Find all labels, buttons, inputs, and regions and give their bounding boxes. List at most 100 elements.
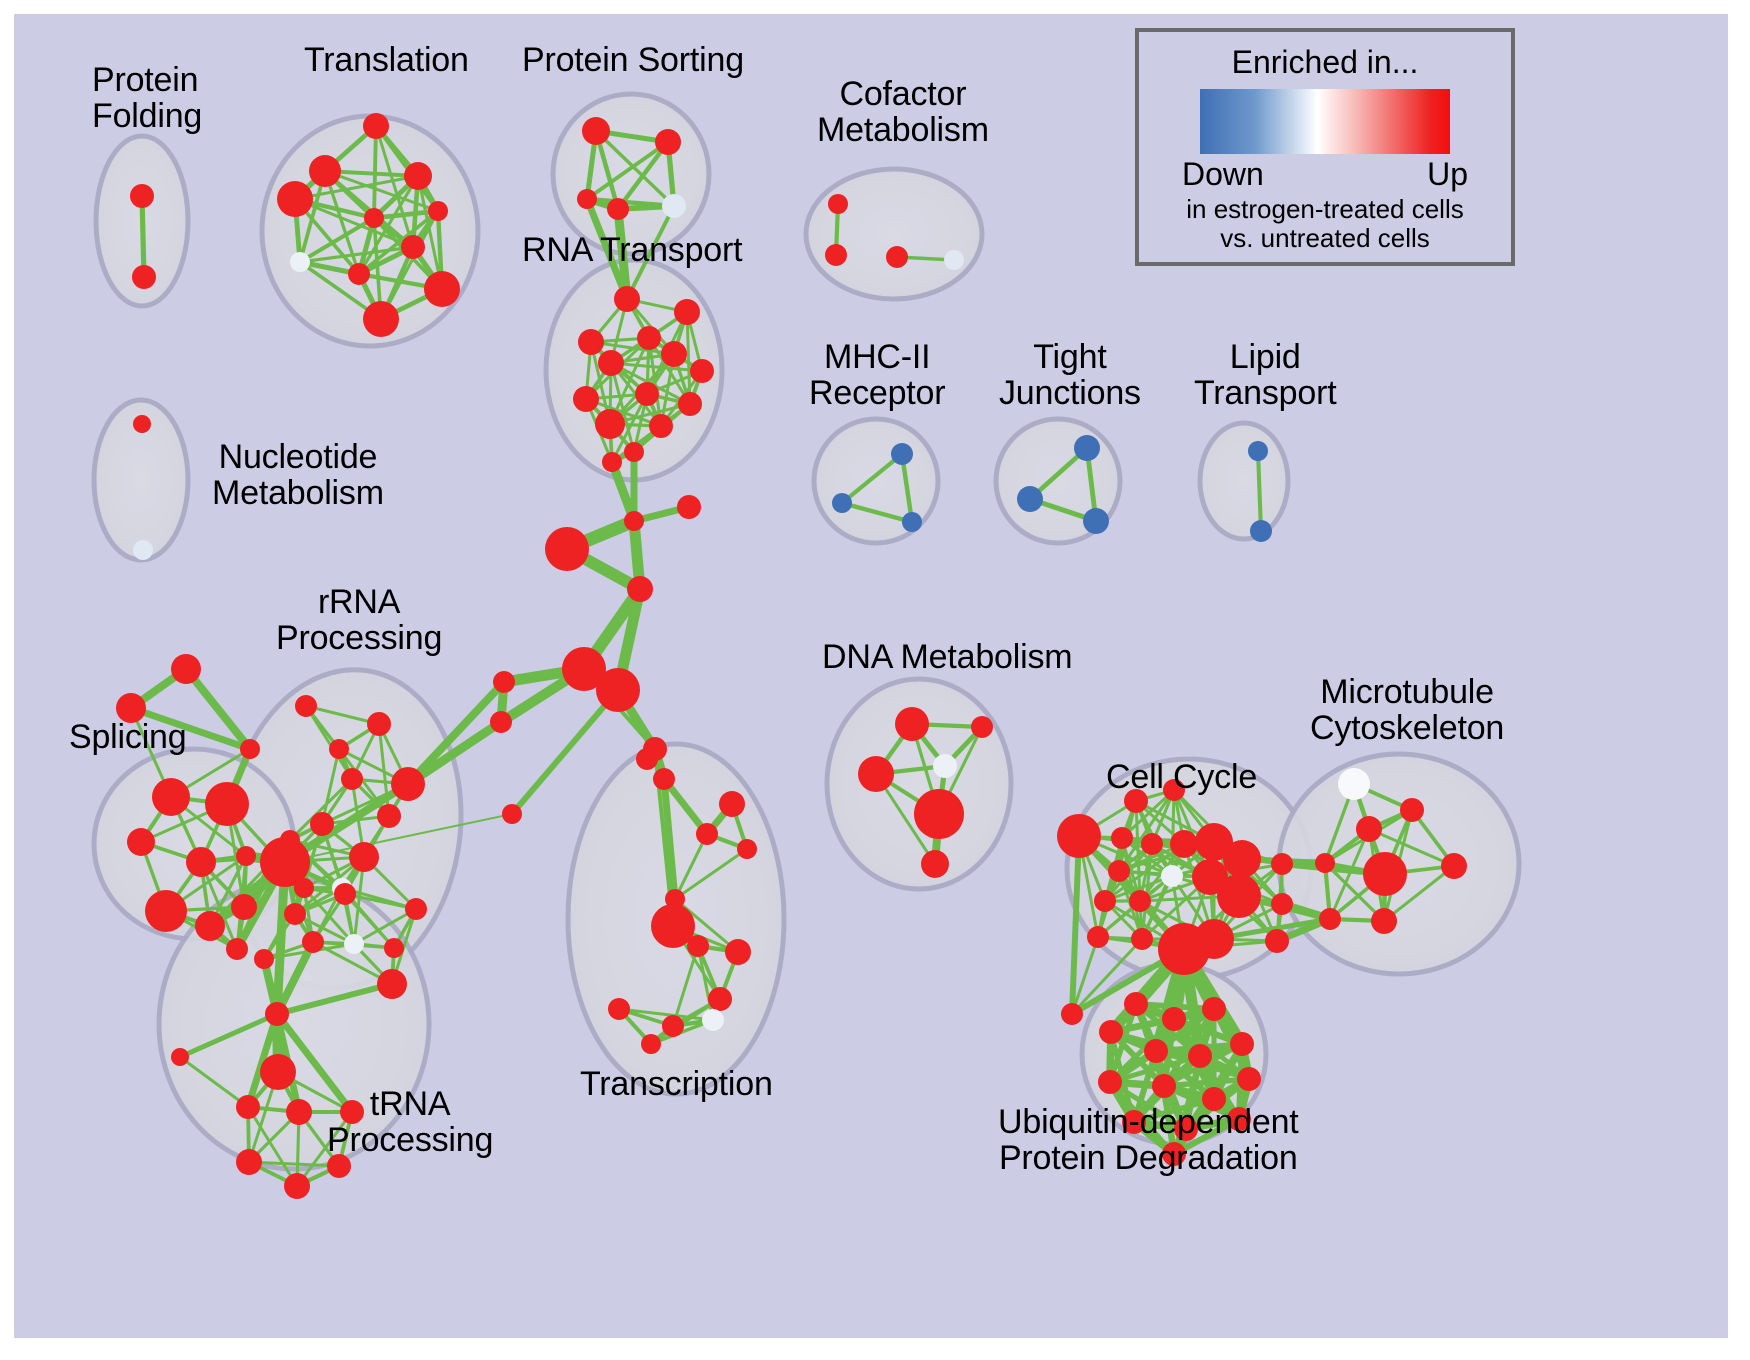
network-node[interactable] — [1230, 1032, 1254, 1056]
network-node[interactable] — [608, 998, 630, 1020]
network-node[interactable] — [133, 415, 151, 433]
network-node[interactable] — [428, 201, 448, 221]
network-node[interactable] — [1227, 1107, 1251, 1131]
network-node[interactable] — [277, 181, 313, 217]
network-node[interactable] — [1122, 1110, 1146, 1134]
network-node[interactable] — [678, 392, 702, 416]
network-node[interactable] — [651, 904, 695, 948]
network-node[interactable] — [236, 1095, 260, 1119]
network-node[interactable] — [334, 883, 356, 905]
network-node[interactable] — [1217, 874, 1261, 918]
network-node[interactable] — [662, 1015, 684, 1037]
network-node[interactable] — [1194, 919, 1234, 959]
network-node[interactable] — [944, 250, 964, 270]
network-node[interactable] — [702, 1009, 724, 1031]
network-node[interactable] — [377, 969, 407, 999]
network-node[interactable] — [598, 350, 624, 376]
network-node[interactable] — [401, 235, 425, 259]
network-node[interactable] — [295, 695, 317, 717]
network-node[interactable] — [737, 839, 757, 859]
network-node[interactable] — [573, 386, 599, 412]
network-node[interactable] — [578, 329, 604, 355]
network-node[interactable] — [1315, 853, 1335, 873]
network-node[interactable] — [1371, 908, 1397, 934]
network-node[interactable] — [424, 271, 460, 307]
network-node[interactable] — [1152, 1074, 1176, 1098]
network-node[interactable] — [1098, 1070, 1122, 1094]
network-node[interactable] — [1162, 1142, 1186, 1166]
network-node[interactable] — [186, 847, 216, 877]
network-node[interactable] — [384, 938, 404, 958]
network-node[interactable] — [405, 898, 427, 920]
network-node[interactable] — [294, 878, 314, 898]
network-node[interactable] — [653, 768, 675, 790]
network-node[interactable] — [367, 712, 391, 736]
network-node[interactable] — [562, 647, 606, 691]
network-node[interactable] — [1195, 823, 1233, 861]
network-node[interactable] — [284, 903, 306, 925]
network-node[interactable] — [1170, 830, 1198, 858]
network-node[interactable] — [1188, 1044, 1212, 1068]
network-node[interactable] — [236, 1149, 262, 1175]
network-node[interactable] — [719, 791, 745, 817]
network-node[interactable] — [310, 812, 334, 836]
network-node[interactable] — [404, 162, 432, 190]
network-node[interactable] — [302, 931, 324, 953]
network-node[interactable] — [933, 754, 957, 778]
network-node[interactable] — [1163, 779, 1185, 801]
network-node[interactable] — [832, 493, 852, 513]
network-node[interactable] — [236, 846, 256, 866]
network-node[interactable] — [1017, 486, 1043, 512]
network-node[interactable] — [595, 409, 625, 439]
network-node[interactable] — [260, 837, 310, 887]
network-node[interactable] — [152, 778, 190, 816]
network-node[interactable] — [1338, 768, 1370, 800]
network-node[interactable] — [624, 442, 644, 462]
network-node[interactable] — [1202, 997, 1226, 1021]
network-node[interactable] — [344, 934, 364, 954]
network-node[interactable] — [349, 842, 379, 872]
network-node[interactable] — [348, 263, 370, 285]
network-node[interactable] — [1124, 789, 1148, 813]
network-node[interactable] — [1223, 840, 1261, 878]
network-node[interactable] — [1099, 1020, 1123, 1044]
network-node[interactable] — [363, 113, 389, 139]
network-node[interactable] — [377, 804, 401, 828]
network-node[interactable] — [858, 756, 894, 792]
network-node[interactable] — [687, 935, 709, 957]
network-node[interactable] — [655, 129, 681, 155]
network-node[interactable] — [602, 452, 622, 472]
network-node[interactable] — [145, 890, 187, 932]
network-node[interactable] — [828, 194, 848, 214]
network-node[interactable] — [133, 540, 153, 560]
network-node[interactable] — [1162, 1007, 1186, 1031]
network-node[interactable] — [265, 1002, 289, 1026]
network-node[interactable] — [1248, 441, 1268, 461]
network-node[interactable] — [902, 512, 922, 532]
network-node[interactable] — [240, 739, 260, 759]
network-node[interactable] — [290, 252, 310, 272]
network-node[interactable] — [171, 654, 201, 684]
network-node[interactable] — [1237, 1067, 1261, 1091]
network-node[interactable] — [1250, 520, 1272, 542]
network-node[interactable] — [921, 850, 949, 878]
network-node[interactable] — [195, 911, 225, 941]
network-node[interactable] — [1319, 908, 1341, 930]
network-node[interactable] — [825, 244, 847, 266]
network-node[interactable] — [1108, 860, 1130, 882]
network-node[interactable] — [1202, 1087, 1226, 1111]
network-node[interactable] — [490, 711, 512, 733]
network-node[interactable] — [637, 326, 661, 350]
network-node[interactable] — [1087, 926, 1109, 948]
network-node[interactable] — [545, 527, 589, 571]
network-node[interactable] — [914, 789, 964, 839]
network-node[interactable] — [708, 987, 732, 1011]
network-node[interactable] — [677, 495, 701, 519]
network-node[interactable] — [661, 341, 687, 367]
network-node[interactable] — [1174, 1117, 1198, 1141]
network-node[interactable] — [582, 117, 610, 145]
network-node[interactable] — [627, 576, 653, 602]
network-node[interactable] — [971, 716, 993, 738]
network-node[interactable] — [309, 155, 341, 187]
network-node[interactable] — [254, 949, 274, 969]
